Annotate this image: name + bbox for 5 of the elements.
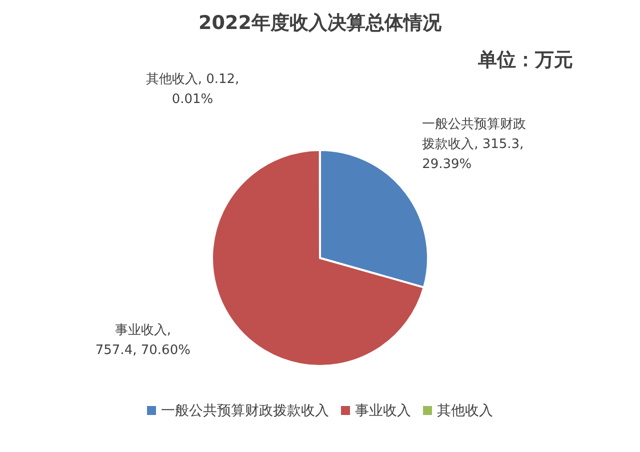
title: 2022年度收入决算总体情况 bbox=[198, 11, 442, 36]
legend-label: 其他收入 bbox=[436, 403, 493, 419]
subtitle: 单位：万元 bbox=[478, 48, 574, 73]
legend-label: 一般公共预算财政拨款收入 bbox=[160, 403, 329, 419]
legend-label: 事业收入 bbox=[354, 403, 411, 419]
